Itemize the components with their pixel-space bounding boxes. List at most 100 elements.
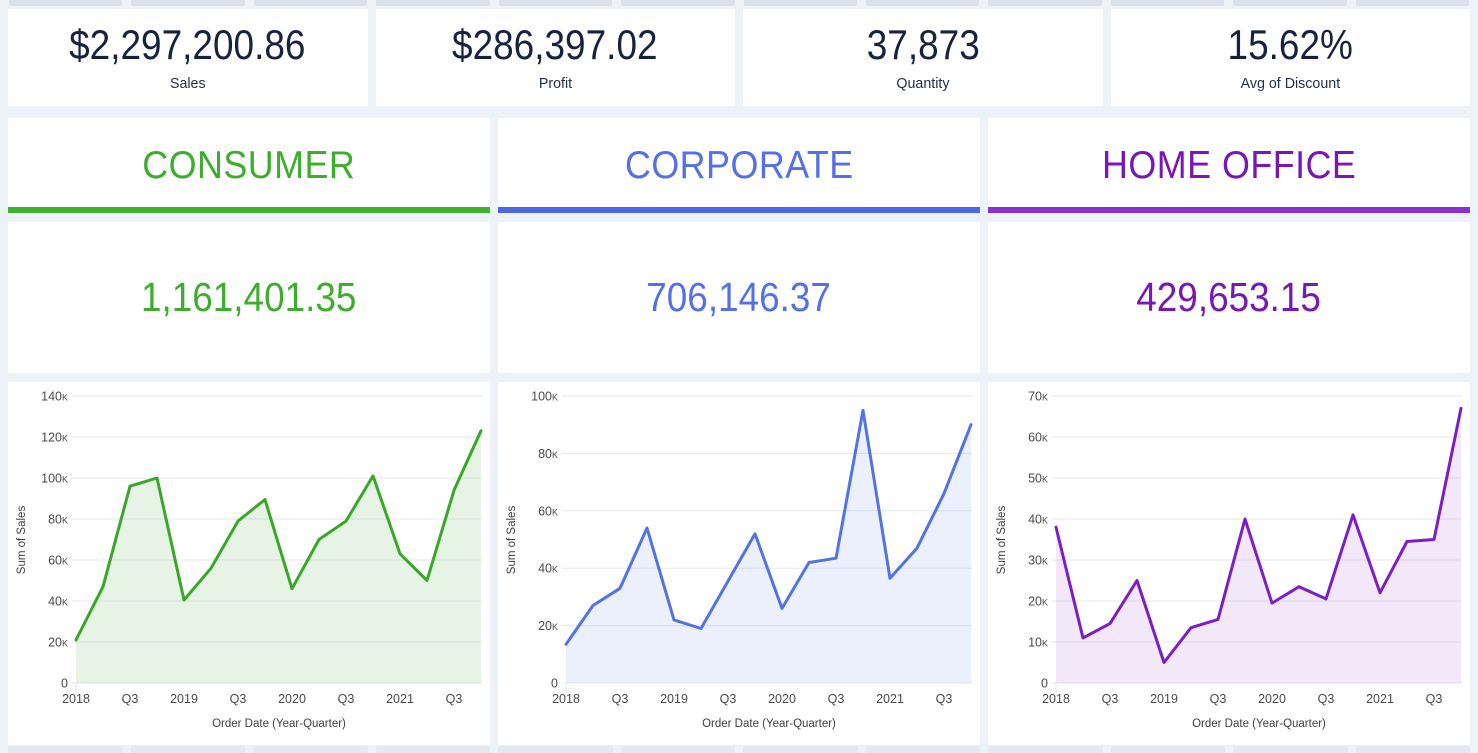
cropped-button-edge[interactable] xyxy=(376,0,490,6)
kpi-card-sales[interactable]: $2,297,200.86 Sales xyxy=(8,9,368,106)
x-tick-label: Q3 xyxy=(828,692,845,706)
sales-trend-plot[interactable]: 0 10K 20K 30K 40K 50K 60K 70K 2018 Q3 2019 Q3 2020 Q3… xyxy=(988,382,1470,745)
cropped-slicer-row-bottom xyxy=(8,746,1470,753)
y-tick-label: 40K xyxy=(538,562,558,576)
cropped-button-edge[interactable] xyxy=(9,0,123,6)
segment-underline-corporate xyxy=(498,207,980,213)
segment-title-consumer: CONSUMER xyxy=(142,143,356,187)
cropped-button-edge[interactable] xyxy=(621,0,735,6)
x-tick-label: Q3 xyxy=(936,692,953,706)
y-tick-label: 120K xyxy=(41,431,68,445)
x-tick-label: Q3 xyxy=(446,692,463,706)
area-fill xyxy=(76,430,481,683)
area-fill xyxy=(1056,408,1461,683)
series-line xyxy=(564,408,973,646)
cropped-button-edge[interactable] xyxy=(743,0,857,6)
segment-header-home-office[interactable]: HOME OFFICE xyxy=(988,118,1470,213)
x-tick-label: Q3 xyxy=(1318,692,1335,706)
cropped-button-edge[interactable] xyxy=(1233,0,1347,6)
cropped-button-edge[interactable] xyxy=(865,746,980,753)
y-tick-label: 60K xyxy=(538,504,558,518)
area-chart-home-office[interactable]: 0 10K 20K 30K 40K 50K 60K 70K 2018 Q3 2019 Q3 2020 Q3… xyxy=(988,382,1470,745)
x-tick-label: Q3 xyxy=(612,692,629,706)
y-tick-label: 20K xyxy=(48,636,68,650)
cropped-button-edge[interactable] xyxy=(131,0,245,6)
kpi-label-profit: Profit xyxy=(538,75,572,92)
x-tick-label: 2019 xyxy=(1150,692,1178,706)
segment-sales-consumer: 1,161,401.35 xyxy=(141,274,357,320)
cropped-button-edge[interactable] xyxy=(375,746,490,753)
cropped-button-edge[interactable] xyxy=(1355,0,1470,6)
x-tick-label: Q3 xyxy=(720,692,737,706)
kpi-card-avg-discount[interactable]: 15.62% Avg of Discount xyxy=(1110,9,1470,106)
x-tick-label: Q3 xyxy=(1426,692,1443,706)
cropped-button-edge[interactable] xyxy=(620,746,735,753)
cropped-button-edge[interactable] xyxy=(1110,746,1225,753)
cropped-button-edge[interactable] xyxy=(1355,746,1470,753)
area-fill xyxy=(566,410,971,683)
kpi-value-quantity: 37,873 xyxy=(866,21,980,68)
segment-value-card-consumer[interactable]: 1,161,401.35 xyxy=(8,222,490,373)
cropped-button-edge[interactable] xyxy=(865,0,980,6)
x-tick-label: Q3 xyxy=(230,692,247,706)
x-tick-label: 2018 xyxy=(62,692,90,706)
kpi-value-profit: $286,397.02 xyxy=(452,21,659,68)
sales-trend-plot[interactable]: 0 20K 40K 60K 80K 100K 120K 140K 2018 Q3 2019 Q3 202… xyxy=(8,382,490,745)
segment-header-corporate[interactable]: CORPORATE xyxy=(498,118,980,213)
segment-header-consumer[interactable]: CONSUMER xyxy=(8,118,490,213)
x-tick-label: 2020 xyxy=(768,692,796,706)
y-tick-label: 140K xyxy=(41,390,68,404)
y-tick-label: 70K xyxy=(1028,390,1048,404)
x-tick-label: Q3 xyxy=(1102,692,1119,706)
kpi-row: $2,297,200.86 Sales $286,397.02 Profit 3… xyxy=(8,9,1470,106)
y-tick-label: 20K xyxy=(1028,595,1048,609)
kpi-label-sales: Sales xyxy=(169,75,206,92)
y-tick-label: 60K xyxy=(1028,431,1048,445)
area-chart-consumer[interactable]: 0 20K 40K 60K 80K 100K 120K 140K 2018 Q3 2019 Q3 202… xyxy=(8,382,490,745)
y-tick-label: 40K xyxy=(48,595,68,609)
cropped-button-edge[interactable] xyxy=(743,746,858,753)
segment-value-card-corporate[interactable]: 706,146.37 xyxy=(498,222,980,373)
cropped-button-edge[interactable] xyxy=(498,746,613,753)
cropped-button-edge[interactable] xyxy=(498,0,613,6)
cropped-button-edge[interactable] xyxy=(8,746,123,753)
cropped-button-edge[interactable] xyxy=(253,746,368,753)
x-tick-label: Q3 xyxy=(1210,692,1227,706)
y-tick-label: 80K xyxy=(538,447,558,461)
cropped-button-edge[interactable] xyxy=(253,0,368,6)
cropped-slicer-row-top xyxy=(9,0,1470,6)
cropped-button-edge[interactable] xyxy=(1110,0,1225,6)
sales-trend-plot[interactable]: 0 20K 40K 60K 80K 100K 2018 Q3 2019 Q3 2020 Q3 2021 Q… xyxy=(498,382,980,745)
y-tick-label: 80K xyxy=(48,513,68,527)
y-tick-label: 100K xyxy=(41,472,68,486)
x-tick-label: 2018 xyxy=(1042,692,1070,706)
x-axis-title: Order Date (Year-Quarter) xyxy=(212,718,346,730)
cropped-button-edge[interactable] xyxy=(988,0,1102,6)
segment-value-card-home-office[interactable]: 429,653.15 xyxy=(988,222,1470,373)
x-tick-label: 2019 xyxy=(170,692,198,706)
kpi-value-sales: $2,297,200.86 xyxy=(69,21,306,68)
kpi-card-quantity[interactable]: 37,873 Quantity xyxy=(743,9,1103,106)
segment-underline-consumer xyxy=(8,207,490,213)
x-tick-label: 2020 xyxy=(1258,692,1286,706)
kpi-label-avg-discount: Avg of Discount xyxy=(1240,75,1341,92)
cropped-button-edge[interactable] xyxy=(988,746,1103,753)
y-tick-label: 10K xyxy=(1028,636,1048,650)
y-tick-label: 60K xyxy=(48,554,68,568)
segment-sales-home-office: 429,653.15 xyxy=(1136,274,1322,320)
y-tick-label: 20K xyxy=(538,619,558,633)
y-tick-label: 40K xyxy=(1028,513,1048,527)
x-tick-label: 2021 xyxy=(1366,692,1394,706)
cropped-button-edge[interactable] xyxy=(1233,746,1348,753)
area-chart-corporate[interactable]: 0 20K 40K 60K 80K 100K 2018 Q3 2019 Q3 2020 Q3 2021 Q… xyxy=(498,382,980,745)
y-tick-label: 0 xyxy=(61,677,68,691)
segment-value-row: 1,161,401.35 706,146.37 429,653.15 xyxy=(8,222,1470,373)
series-line xyxy=(1054,406,1463,664)
x-axis-title: Order Date (Year-Quarter) xyxy=(1192,718,1326,730)
cropped-button-edge[interactable] xyxy=(130,746,245,753)
x-tick-label: 2020 xyxy=(278,692,306,706)
chart-row: 0 20K 40K 60K 80K 100K 120K 140K 2018 Q3 2019 Q3 202… xyxy=(8,382,1470,745)
kpi-card-profit[interactable]: $286,397.02 Profit xyxy=(375,9,735,106)
segment-title-corporate: CORPORATE xyxy=(624,143,854,187)
y-axis-title: Sum of Sales xyxy=(506,506,518,575)
